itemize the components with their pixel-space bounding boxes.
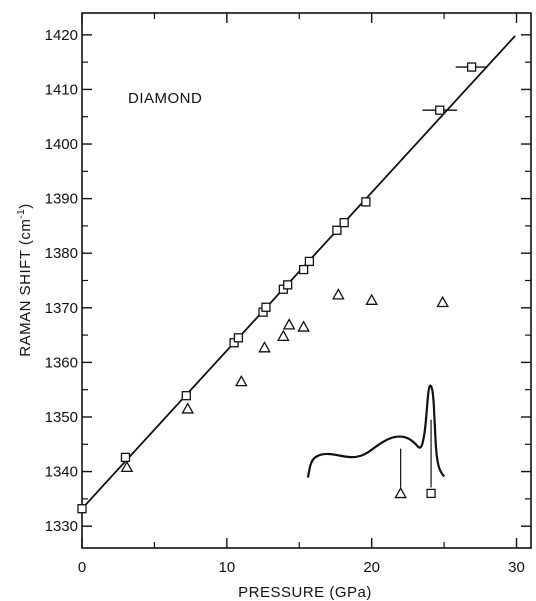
y-axis-title-close: ) [17, 203, 34, 209]
x-tick-label: 10 [218, 559, 235, 576]
square-point [435, 105, 445, 115]
y-axis-title: RAMAN SHIFT (cm-1) [16, 203, 34, 356]
square-point [261, 302, 271, 312]
y-axis-title-sup: -1 [16, 209, 27, 219]
inset-spectrum-curve [306, 384, 445, 478]
triangle-point [282, 318, 296, 330]
y-tick-label: 1370 [45, 300, 78, 317]
triangle-point [235, 374, 248, 387]
triangle-point [181, 402, 195, 414]
y-tick-label: 1410 [45, 81, 78, 98]
square-point [181, 391, 191, 401]
x-axis-title: PRESSURE (GPa) [238, 584, 372, 601]
x-tick-label: 0 [78, 559, 86, 576]
data-points [77, 62, 488, 514]
y-tick-label: 1390 [45, 191, 78, 208]
square-point [304, 256, 315, 267]
square-point [283, 280, 293, 290]
square-point [120, 452, 131, 463]
triangle-point [120, 460, 134, 473]
y-tick-label: 1340 [45, 464, 78, 481]
triangle-point [332, 288, 345, 300]
y-tick-label: 1360 [45, 354, 78, 371]
y-tick-label: 1330 [45, 518, 78, 535]
y-tick-label: 1380 [45, 245, 78, 262]
y-axis-title-main: RAMAN SHIFT (cm [17, 219, 34, 357]
triangle-point [436, 295, 449, 308]
square-point [77, 504, 87, 514]
inset-square-marker [426, 488, 436, 499]
square-point [466, 62, 477, 72]
x-tick-label: 30 [508, 559, 525, 576]
x-tick-label: 20 [363, 559, 380, 576]
triangle-point [258, 341, 271, 353]
inset-spectrum [306, 384, 445, 499]
triangle-point [297, 320, 310, 332]
square-point [339, 217, 349, 228]
square-point [361, 197, 371, 207]
axis-ticks [81, 13, 531, 548]
square-point [298, 264, 309, 275]
annotation-diamond: DIAMOND [128, 90, 202, 107]
square-point [233, 333, 244, 343]
y-tick-label: 1420 [45, 27, 78, 44]
y-tick-label: 1350 [45, 409, 78, 426]
square-point [332, 225, 342, 235]
inset-triangle-marker [394, 486, 407, 499]
y-tick-label: 1400 [45, 136, 78, 153]
triangle-point [277, 329, 290, 341]
axis-tick-labels: 0 10 20 30 1330 1340 1350 1360 1370 1380 1390 1400 1… [45, 27, 525, 576]
triangle-point [365, 293, 378, 305]
